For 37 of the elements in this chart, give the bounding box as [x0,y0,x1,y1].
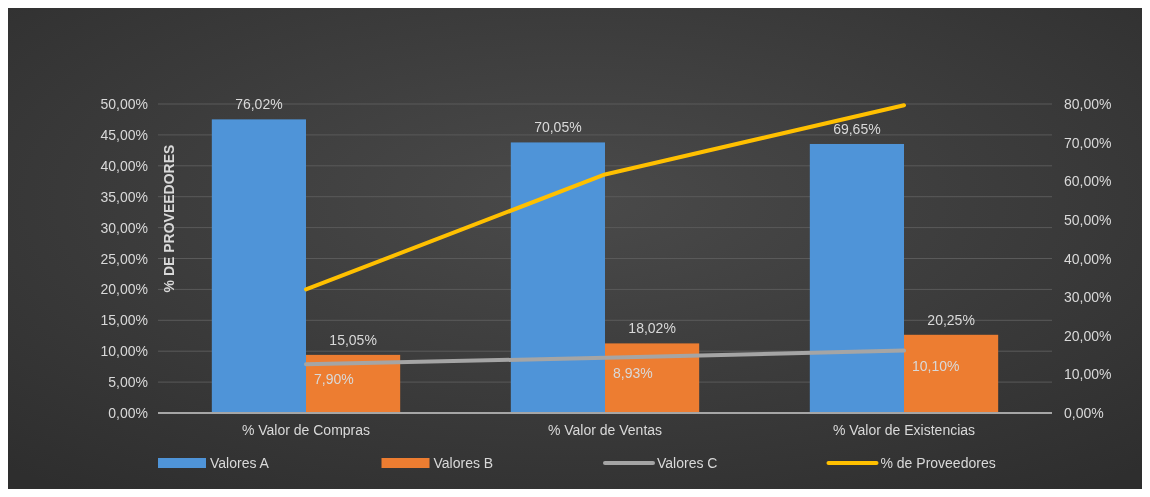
x-tick-label: % Valor de Ventas [547,422,663,438]
data-label: 76,02% [235,96,283,113]
data-label: 69,65% [833,120,881,137]
y-tick-label: 50,00% [100,96,148,112]
legend-label: Valores B [433,455,494,471]
legend-label: Valores A [210,455,270,471]
y2-tick-label: 50,00% [1064,211,1112,228]
y2-tick-label: 0,00% [1064,405,1104,421]
x-tick-label: % Valor de Existencias [832,422,976,438]
y2-tick-label: 70,00% [1064,134,1112,151]
y-axis-title: % DE PROVEEDORES [161,144,177,293]
x-tick-label: % Valor de Compras [241,422,371,438]
y-tick-label: 40,00% [100,157,148,174]
y-tick-label: 25,00% [100,250,148,267]
y-tick-label: 45,00% [100,126,148,143]
y2-tick-label: 20,00% [1064,327,1112,344]
y-tick-label: 5,00% [108,374,148,391]
legend-label: % de Proveedores [880,455,996,471]
data-label: 18,02% [628,320,676,337]
data-label: 8,93% [613,364,653,381]
data-label: 10,10% [912,357,960,374]
y-tick-label: 20,00% [100,281,148,298]
y2-tick-label: 40,00% [1064,250,1112,267]
y-tick-label: 10,00% [100,343,148,360]
y2-tick-label: 80,00% [1064,96,1112,112]
y-tick-label: 35,00% [100,188,148,205]
y-tick-label: 0,00% [108,405,148,421]
y2-tick-label: 30,00% [1064,289,1112,306]
y-tick-label: 30,00% [100,219,148,236]
data-label: 15,05% [329,331,377,348]
legend-label: Valores C [657,455,718,471]
data-label: 70,05% [534,119,582,136]
y2-tick-label: 10,00% [1064,366,1112,383]
y-tick-label: 15,00% [100,312,148,329]
data-label: 7,90% [314,371,354,388]
data-label: 20,25% [927,311,975,328]
y2-tick-label: 60,00% [1064,173,1112,190]
